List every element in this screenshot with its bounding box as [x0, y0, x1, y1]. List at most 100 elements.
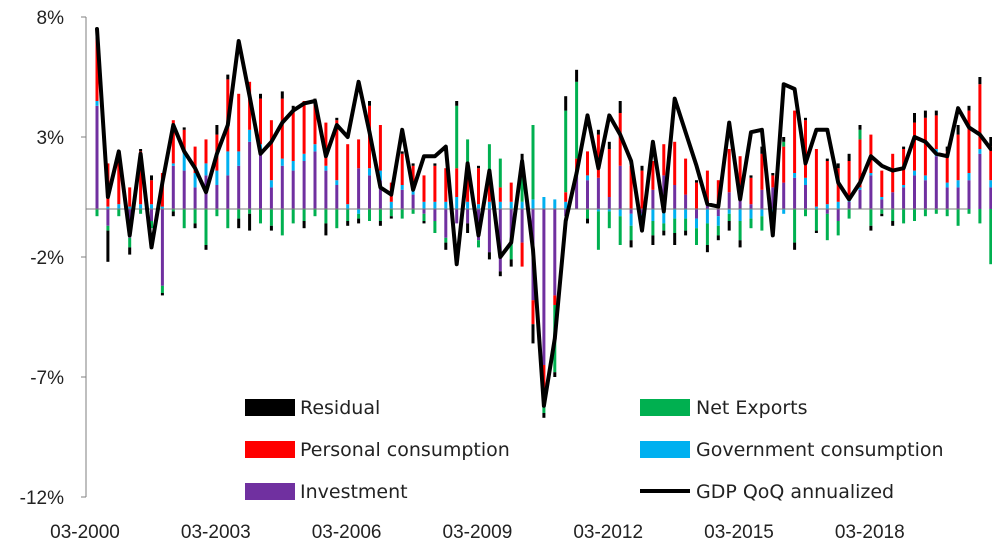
bar-government [542, 197, 546, 209]
bar-net-exports [880, 209, 884, 214]
bar-residual [847, 153, 851, 161]
bar-investment [793, 177, 797, 209]
bar-government [945, 182, 949, 188]
bar-investment [368, 175, 371, 209]
bar-investment [945, 187, 949, 209]
bar-net-exports [248, 209, 252, 214]
bar-consumption [880, 170, 884, 197]
bar-residual [934, 110, 938, 116]
bar-net-exports [662, 223, 666, 231]
bar-residual [836, 163, 840, 169]
bar-consumption [313, 101, 317, 145]
bar-residual [368, 101, 371, 106]
bar-residual [444, 242, 448, 250]
bar-government [629, 213, 633, 226]
bar-consumption [629, 165, 633, 209]
bar-investment [651, 189, 655, 209]
bar-net-exports [804, 209, 807, 217]
bar-residual [389, 216, 393, 219]
bar-government [880, 197, 884, 200]
bar-government [193, 173, 197, 188]
bar-investment [182, 170, 186, 209]
bar-net-exports [302, 209, 306, 221]
bar-consumption [553, 295, 557, 305]
bar-investment [804, 185, 807, 209]
bar-net-exports [869, 209, 873, 226]
bar-government [302, 153, 306, 161]
bar-net-exports [749, 218, 753, 229]
bar-consumption [259, 98, 262, 145]
bar-net-exports [564, 110, 568, 193]
bar-net-exports [956, 209, 960, 226]
legend-label-investment: Investment [300, 481, 408, 503]
bar-investment [684, 194, 688, 209]
bar-investment [673, 185, 677, 209]
bar-investment [607, 197, 611, 209]
bar-net-exports [389, 209, 393, 217]
bar-net-exports [237, 209, 241, 219]
bar-government [280, 158, 284, 166]
bar-residual [967, 105, 971, 111]
bar-net-exports [215, 209, 219, 217]
bar-net-exports [422, 213, 426, 221]
bar-investment [553, 209, 557, 296]
bar-net-exports [727, 213, 731, 221]
bar-residual [128, 247, 132, 255]
bar-net-exports [531, 125, 535, 200]
bar-investment [422, 209, 426, 214]
bar-net-exports [847, 209, 851, 219]
bar-net-exports [204, 209, 208, 245]
bar-investment [248, 141, 252, 209]
bar-net-exports [335, 209, 339, 229]
bar-consumption [182, 129, 186, 152]
bar-net-exports [411, 209, 415, 214]
bar-residual [346, 221, 350, 226]
bar-consumption [487, 175, 491, 202]
bar-residual [139, 149, 143, 152]
bar-consumption [760, 153, 764, 190]
bar-residual [259, 93, 262, 99]
bar-investment [95, 105, 99, 209]
bar-net-exports [836, 221, 840, 236]
bar-net-exports [891, 209, 895, 221]
bar-investment [259, 153, 262, 209]
bar-net-exports [433, 221, 437, 233]
bar-investment [400, 189, 404, 209]
bar-residual [302, 221, 306, 229]
bar-net-exports [324, 209, 328, 224]
bar-residual [607, 141, 611, 149]
bar-investment [618, 165, 622, 209]
bar-residual [913, 113, 916, 123]
bar-government [455, 197, 459, 209]
bar-residual [651, 235, 655, 245]
bar-government [509, 201, 513, 209]
bar-government [749, 209, 753, 219]
bar-consumption [422, 175, 426, 202]
bar-consumption [477, 168, 480, 205]
bar-government [956, 180, 960, 188]
bar-net-exports [673, 218, 677, 233]
bar-consumption [956, 134, 960, 181]
bar-net-exports [814, 209, 818, 231]
bar-net-exports [945, 209, 949, 217]
bar-investment [160, 209, 164, 286]
legend-swatch-government-consumption [640, 441, 690, 458]
y-tick-label: -7% [30, 368, 64, 389]
bar-consumption [695, 182, 698, 209]
bar-residual [825, 158, 829, 161]
bar-government [106, 206, 110, 209]
legend-swatch-residual [245, 399, 295, 416]
bar-government [182, 151, 186, 171]
bar-government [313, 144, 317, 152]
bar-government [814, 206, 818, 209]
bar-investment [150, 209, 153, 221]
gdp-line [95, 27, 992, 408]
bar-net-exports [760, 216, 764, 231]
bar-investment [847, 201, 851, 209]
bar-consumption [858, 139, 862, 188]
bar-government [586, 175, 589, 181]
bar-residual [160, 293, 164, 296]
legend-label-residual: Residual [300, 397, 380, 419]
bar-residual [749, 175, 753, 178]
bar-consumption [804, 120, 807, 178]
